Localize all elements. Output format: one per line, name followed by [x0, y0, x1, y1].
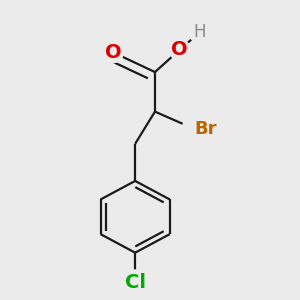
Circle shape: [123, 270, 148, 295]
Circle shape: [189, 22, 210, 43]
Text: O: O: [171, 40, 188, 59]
Text: H: H: [193, 23, 206, 41]
Text: Br: Br: [194, 120, 217, 138]
Circle shape: [169, 39, 190, 60]
Circle shape: [103, 42, 123, 63]
Text: O: O: [105, 43, 121, 62]
Circle shape: [182, 117, 207, 141]
Text: Cl: Cl: [125, 273, 146, 292]
